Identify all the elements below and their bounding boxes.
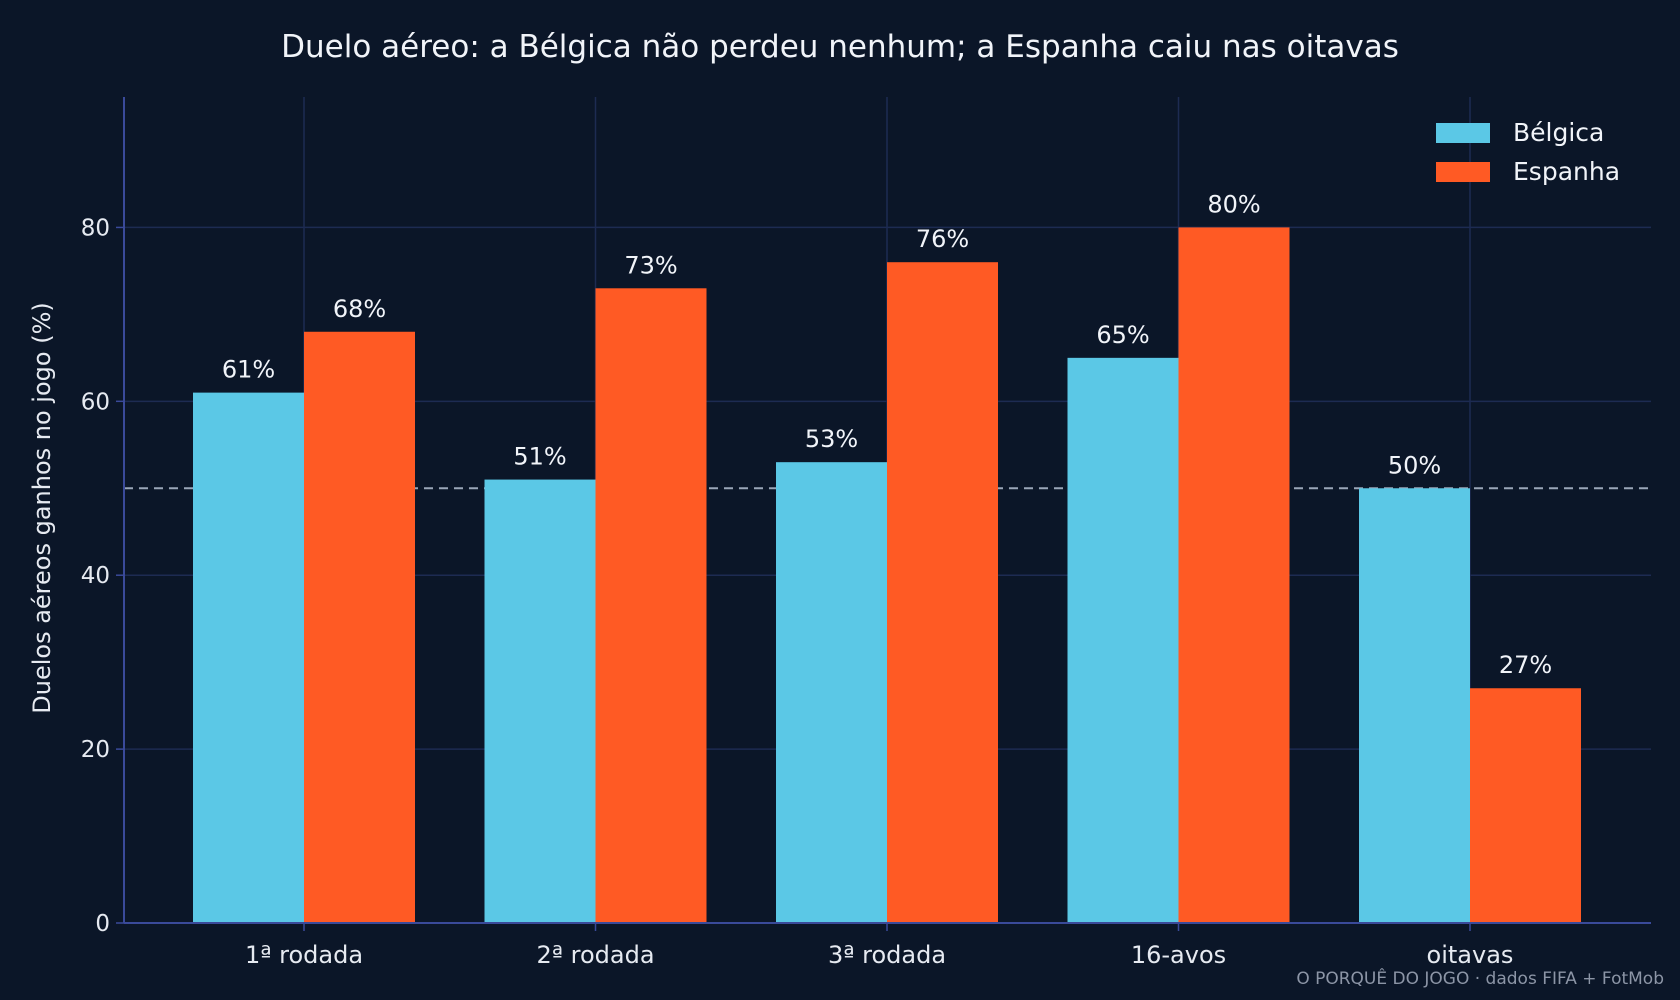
x-tick-label: 2ª rodada xyxy=(536,941,654,969)
legend: Bélgica Espanha xyxy=(1436,118,1620,186)
x-tick-label: 16-avos xyxy=(1131,941,1226,969)
x-tick-label: 3ª rodada xyxy=(828,941,946,969)
bar-espanha-1 xyxy=(304,331,415,923)
y-tick-label: 40 xyxy=(81,563,110,589)
x-tick-label: 1ª rodada xyxy=(245,941,363,969)
data-label: 53% xyxy=(805,425,858,453)
bar-blgica-2 xyxy=(484,479,596,923)
bars xyxy=(193,227,1581,924)
data-label: 51% xyxy=(513,443,566,471)
bar-blgica-4 xyxy=(1067,357,1179,923)
y-tick-label: 20 xyxy=(81,737,110,763)
axes: 0 20 40 60 80 1ª rodada 2ª rodada 3ª rodada 16-a… xyxy=(81,97,1651,969)
y-tick-label: 0 xyxy=(95,911,110,937)
data-label: 65% xyxy=(1096,321,1149,349)
x-tick-label: oitavas xyxy=(1427,941,1514,969)
data-label: 76% xyxy=(916,225,969,253)
data-labels: 61% 51% 53% 65% 50% 68% 73% 76% 80% 27% xyxy=(222,190,1552,679)
data-label: 27% xyxy=(1499,651,1552,679)
data-label: 50% xyxy=(1388,451,1441,479)
source-note: O PORQUÊ DO JOGO · dados FIFA + FotMob xyxy=(1296,967,1664,989)
legend-label: Espanha xyxy=(1513,157,1620,186)
chart-title: Duelo aéreo: a Bélgica não perdeu nenhum… xyxy=(281,29,1399,65)
bar-blgica-3 xyxy=(776,462,887,923)
legend-swatch xyxy=(1436,123,1490,143)
data-label: 73% xyxy=(624,251,677,279)
data-label: 80% xyxy=(1207,190,1260,218)
bar-blgica-1 xyxy=(193,392,304,923)
legend-label: Bélgica xyxy=(1513,118,1604,147)
data-label: 68% xyxy=(333,295,386,323)
bar-espanha-2 xyxy=(595,288,707,924)
y-tick-label: 60 xyxy=(81,389,110,415)
bar-espanha-3 xyxy=(887,262,998,923)
data-label: 61% xyxy=(222,356,275,384)
y-tick-label: 80 xyxy=(81,215,110,241)
legend-swatch xyxy=(1436,162,1490,182)
bar-blgica-5 xyxy=(1359,488,1470,923)
bar-espanha-5 xyxy=(1470,688,1581,923)
bar-espanha-4 xyxy=(1178,227,1290,924)
y-axis-title: Duelos aéreos ganhos no jogo (%) xyxy=(28,302,56,713)
